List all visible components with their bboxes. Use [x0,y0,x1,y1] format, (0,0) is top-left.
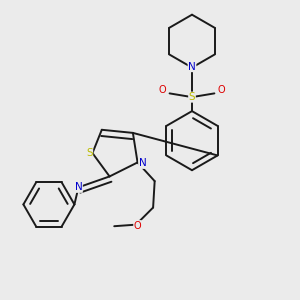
Text: N: N [139,158,146,168]
Text: O: O [159,85,166,95]
Text: O: O [134,220,141,231]
Text: S: S [189,92,195,102]
Text: O: O [218,85,225,95]
Text: N: N [75,182,82,192]
Text: S: S [86,148,93,158]
Text: N: N [188,61,196,72]
